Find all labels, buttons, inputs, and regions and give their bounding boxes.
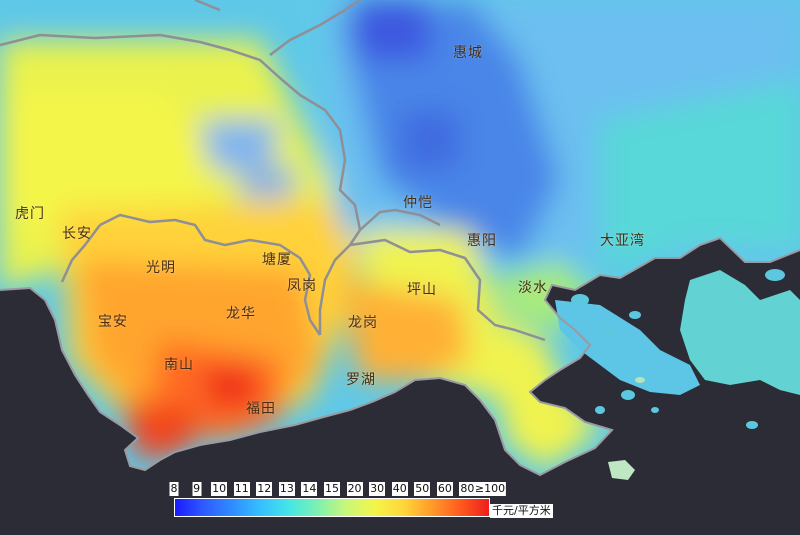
hongkong-mainland [555,300,700,395]
dapeng-peninsula [680,270,800,395]
place-longgang: 龙岗 [348,315,378,331]
legend-tick-label: 40 [391,482,408,496]
place-baoan: 宝安 [98,314,128,330]
legend-tick-label: 9 [192,482,202,496]
place-luohu: 罗湖 [346,372,376,388]
place-zhongkai: 仲恺 [403,195,433,211]
place-futian: 福田 [246,401,276,417]
district-boundaries [0,0,546,342]
place-guangming: 光明 [146,260,176,276]
islands [571,269,785,429]
legend-tick-label: 12 [256,482,273,496]
coastline [0,236,800,477]
place-fenggang: 凤岗 [287,278,317,294]
legend-unit: 千元/平方米 [490,504,553,518]
legend-color-bar [174,498,490,517]
legend-tick-label: 50 [414,482,431,496]
place-longhua: 龙华 [226,306,256,322]
legend-tick-label: 11 [233,482,250,496]
legend-tick-label: 20 [346,482,363,496]
place-huiyang: 惠阳 [467,233,497,249]
legend-tick-label: 14 [301,482,318,496]
place-changan: 长安 [62,226,92,242]
legend-ticks: 8 9 10 11 12 13 14 15 20 30 40 50 60 80 ≥100 [169,482,507,498]
place-danshui: 淡水 [518,280,548,296]
place-humen: 虎门 [15,206,45,222]
color-legend: 8 9 10 11 12 13 14 15 20 30 40 50 60 80 ≥100 千元/平方米 [168,482,568,524]
lantau-island [608,460,635,480]
place-pingshan: 坪山 [407,282,437,298]
legend-tick-label: ≥100 [473,482,507,496]
place-nanshan: 南山 [164,357,194,373]
place-dayawan: 大亚湾 [600,233,645,249]
legend-tick-label: 10 [211,482,228,496]
legend-tick-label: 60 [436,482,453,496]
legend-tick-label: 13 [278,482,295,496]
islet [635,377,645,383]
place-tangxia: 塘厦 [262,252,292,268]
heat-fields [0,0,800,470]
legend-tick-label: 80 [459,482,476,496]
legend-tick-label: 8 [169,482,179,496]
place-huicheng: 惠城 [453,45,483,61]
legend-tick-label: 15 [324,482,340,496]
legend-tick-label: 30 [369,482,386,496]
